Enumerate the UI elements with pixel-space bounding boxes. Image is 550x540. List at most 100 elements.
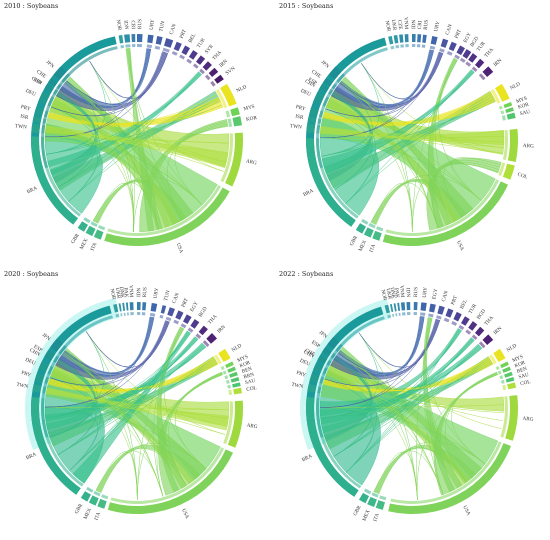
sector-inner-mys bbox=[498, 105, 503, 110]
sector-label: TWN bbox=[290, 123, 303, 130]
flow-pry-nld bbox=[47, 96, 224, 127]
flow-thread bbox=[334, 70, 473, 190]
sector-dnk bbox=[393, 303, 397, 312]
sector-inner-bel bbox=[451, 320, 458, 326]
sector-label: ARG bbox=[246, 423, 258, 431]
flow-threads bbox=[320, 49, 504, 232]
sector-inner-arg bbox=[220, 133, 234, 183]
sector-nor bbox=[113, 303, 119, 313]
sector-inner-egy bbox=[454, 54, 460, 60]
sector-label: ISR bbox=[20, 114, 30, 122]
flow-thread bbox=[45, 332, 191, 419]
sector-label: VNM bbox=[402, 17, 409, 30]
sector-inner-tur bbox=[186, 58, 193, 64]
sector-rus bbox=[137, 34, 143, 43]
sector-che bbox=[317, 355, 328, 364]
flow-thread bbox=[48, 101, 221, 125]
sector-label: UKR bbox=[385, 288, 393, 300]
sector-label: KOR bbox=[514, 360, 527, 370]
sector-kor bbox=[227, 366, 236, 373]
sector-nld bbox=[493, 348, 506, 362]
sector-label: URY bbox=[153, 287, 161, 299]
sector-label: CRI bbox=[417, 20, 424, 29]
chart-title: 2020 : Soybeans bbox=[4, 270, 59, 278]
flow-thread bbox=[340, 81, 482, 201]
sector-ben bbox=[229, 371, 238, 378]
sector-label: CAN bbox=[441, 290, 450, 302]
flow-thread bbox=[333, 357, 374, 457]
sector-label: USA bbox=[455, 240, 465, 252]
flow-thread bbox=[327, 371, 444, 495]
sector-prt bbox=[448, 41, 457, 52]
sector-inner-mys bbox=[220, 365, 225, 371]
flow-thread bbox=[51, 106, 229, 154]
flow-thread bbox=[45, 131, 229, 144]
flow-thread bbox=[320, 126, 504, 154]
sector-inner-cri bbox=[416, 44, 421, 48]
sector-inner-jpn bbox=[61, 73, 71, 83]
flow-thread bbox=[45, 128, 227, 163]
sector-twn bbox=[306, 123, 316, 134]
sector-label: GBR bbox=[74, 502, 85, 515]
flow-thread bbox=[325, 50, 432, 118]
sector-tur bbox=[468, 53, 478, 63]
flow-thread bbox=[412, 59, 458, 232]
sector-bra bbox=[306, 396, 359, 497]
flow-usa-kor bbox=[433, 371, 499, 496]
sector-inner-nor bbox=[390, 45, 395, 50]
sector-inner-rus bbox=[421, 44, 426, 48]
sector-irn bbox=[206, 333, 217, 344]
flow-threads bbox=[45, 316, 229, 500]
sector-label: ITA bbox=[90, 242, 99, 252]
sector-ury bbox=[147, 34, 154, 44]
sector-label: ESP bbox=[32, 77, 43, 87]
sector-rus bbox=[413, 302, 418, 311]
flow-thread bbox=[85, 321, 170, 368]
sector-mex bbox=[363, 227, 374, 238]
flow-thread bbox=[331, 94, 376, 204]
sector-dnk bbox=[122, 302, 126, 311]
sector-label: IRN bbox=[493, 325, 504, 336]
sector-inner-pry bbox=[44, 376, 50, 384]
sector-label: CAN bbox=[171, 292, 180, 305]
sector-label: BGD bbox=[198, 306, 209, 319]
sector-label: CAN bbox=[169, 23, 178, 36]
sector-inner-vnm bbox=[405, 44, 409, 48]
sector-inner-usa bbox=[110, 447, 225, 504]
sector-label: MEX bbox=[83, 507, 93, 520]
sector-irn bbox=[482, 334, 494, 346]
sector-inner-tha bbox=[195, 333, 202, 339]
sector-label: TWN bbox=[15, 123, 28, 130]
sector-bgd bbox=[468, 321, 478, 331]
sector-label: PRT bbox=[450, 294, 459, 306]
flow-thread bbox=[326, 71, 474, 174]
sector-label: IDN bbox=[405, 288, 411, 298]
sector-brn bbox=[230, 377, 240, 383]
sector-label: CHN bbox=[30, 76, 43, 87]
sector-label: NLD bbox=[236, 84, 248, 94]
flow-thread bbox=[46, 104, 223, 155]
sector-usa bbox=[382, 181, 509, 247]
sector-label: BEL bbox=[187, 32, 197, 43]
sector-inner-nld bbox=[215, 89, 228, 109]
flow-ury-chn bbox=[333, 316, 425, 377]
sector-che bbox=[48, 77, 58, 87]
sector-label: DEU bbox=[25, 88, 37, 98]
flow-thread bbox=[425, 317, 467, 483]
sector-tun bbox=[155, 35, 163, 45]
chord-panel-2010: 2010 : Soybeans CHN NOR IDN CRI RUS URY TUN CAN… bbox=[0, 0, 275, 268]
sector-tha bbox=[474, 326, 485, 337]
sector-inner-bgd bbox=[465, 329, 472, 335]
flow-thread bbox=[99, 443, 207, 493]
flow-thread bbox=[321, 71, 475, 157]
sector-inner-mex bbox=[90, 221, 98, 228]
flow-thread bbox=[49, 362, 218, 391]
sector-inner-mys bbox=[225, 110, 231, 118]
sector-jpn bbox=[327, 337, 340, 350]
sector-ukr bbox=[389, 303, 394, 313]
sector-label: MYS bbox=[243, 104, 256, 113]
sector-inner-idn bbox=[412, 44, 416, 48]
flow-thread bbox=[46, 74, 202, 155]
flow-thread bbox=[423, 317, 444, 495]
